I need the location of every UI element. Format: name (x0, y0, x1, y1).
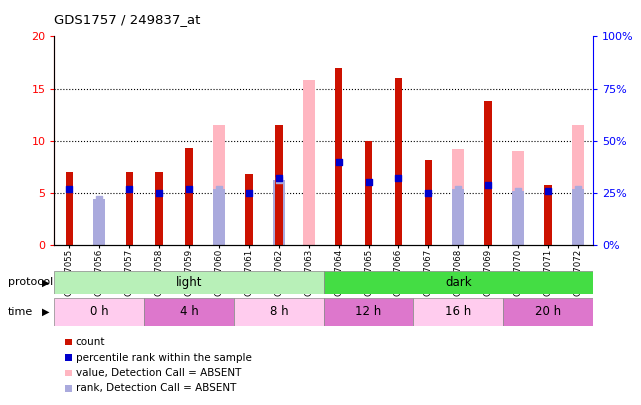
Point (333, 158, 344, 165)
Bar (425, 160, 432, 245)
Bar (324, 298, 413, 326)
Bar (335, 68, 342, 245)
Point (274, 175, 284, 181)
Bar (144, 298, 234, 326)
Bar (94, 203, 105, 245)
Bar (395, 78, 403, 245)
Point (64, 185, 74, 192)
Bar (485, 101, 492, 245)
Text: 8 h: 8 h (269, 305, 288, 318)
Text: 16 h: 16 h (445, 305, 471, 318)
Bar (512, 151, 524, 245)
Point (573, 185, 583, 192)
Text: time: time (8, 307, 33, 317)
Bar (512, 191, 524, 245)
Point (214, 185, 224, 192)
Point (94, 196, 104, 202)
Bar (185, 148, 193, 245)
Bar (65, 339, 72, 345)
Text: 0 h: 0 h (90, 305, 109, 318)
Bar (54, 298, 144, 326)
Text: percentile rank within the sample: percentile rank within the sample (76, 353, 251, 362)
Text: ▶: ▶ (42, 277, 50, 288)
Bar (572, 125, 584, 245)
Point (453, 185, 463, 192)
Text: dark: dark (445, 276, 472, 289)
Bar (65, 385, 72, 392)
Bar (273, 180, 285, 245)
Text: 20 h: 20 h (535, 305, 561, 318)
Point (394, 175, 404, 181)
Bar (234, 298, 324, 326)
Text: 4 h: 4 h (179, 305, 199, 318)
Point (274, 177, 284, 183)
Bar (303, 80, 315, 245)
Bar (544, 185, 552, 245)
Text: protocol: protocol (8, 277, 53, 288)
Bar (155, 172, 163, 245)
Point (423, 190, 433, 196)
Bar (65, 354, 72, 361)
Bar (413, 298, 503, 326)
Bar (213, 125, 225, 245)
Point (124, 185, 135, 192)
Bar (126, 172, 133, 245)
Bar (65, 370, 72, 376)
Bar (213, 189, 225, 245)
Point (483, 181, 494, 188)
Point (543, 188, 553, 194)
Bar (66, 172, 73, 245)
Bar (503, 298, 593, 326)
Text: light: light (176, 276, 203, 289)
Bar (365, 141, 372, 245)
Bar (453, 189, 464, 245)
Text: count: count (76, 337, 105, 347)
Point (184, 185, 194, 192)
Text: GDS1757 / 249837_at: GDS1757 / 249837_at (54, 13, 201, 26)
Point (244, 190, 254, 196)
Point (363, 179, 374, 185)
Text: ▶: ▶ (42, 307, 50, 317)
Text: rank, Detection Call = ABSENT: rank, Detection Call = ABSENT (76, 384, 236, 393)
Text: value, Detection Call = ABSENT: value, Detection Call = ABSENT (76, 368, 241, 378)
Bar (275, 125, 283, 245)
Point (154, 190, 164, 196)
Text: 12 h: 12 h (356, 305, 381, 318)
Bar (324, 271, 593, 294)
Bar (572, 189, 584, 245)
Bar (54, 271, 324, 294)
Bar (245, 174, 253, 245)
Point (513, 188, 523, 194)
Bar (94, 199, 105, 245)
Bar (453, 149, 464, 245)
